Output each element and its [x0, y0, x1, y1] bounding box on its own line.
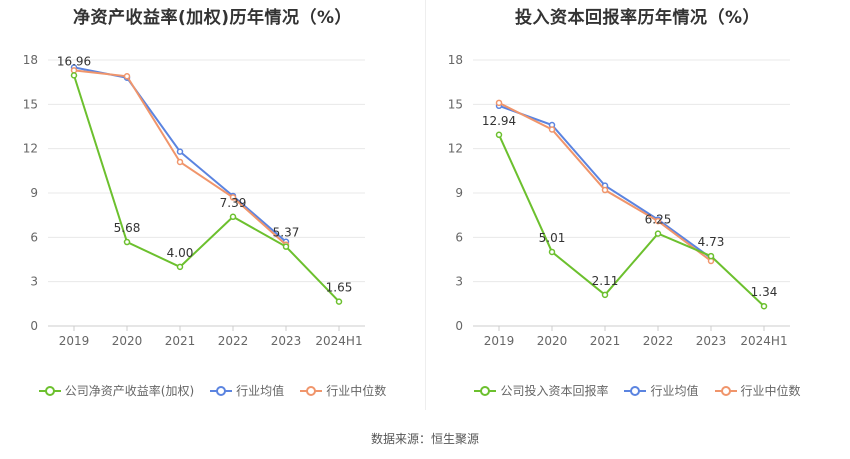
- series-line-company: [73, 75, 340, 303]
- y-tick-label: 0: [30, 319, 38, 333]
- data-point-company[interactable]: [495, 131, 503, 139]
- legend-label: 行业均值: [650, 384, 699, 398]
- data-label: 7.39: [220, 196, 247, 210]
- y-tick-label: 18: [448, 53, 463, 67]
- data-label: 2.11: [592, 274, 619, 288]
- x-tick-label: 2022: [218, 334, 249, 348]
- data-label: 1.34: [751, 285, 778, 299]
- roe-chart-legend: 公司净资产收益率(加权) 行业均值 行业中位数: [0, 382, 425, 399]
- legend-item-industry-median[interactable]: 行业中位数: [300, 382, 386, 399]
- data-point-company[interactable]: [601, 291, 609, 299]
- data-label: 5.37: [273, 226, 300, 240]
- data-source-note: 数据来源：恒生聚源: [370, 432, 479, 446]
- legend-swatch-company-icon: [474, 385, 497, 396]
- series-line-company: [498, 134, 765, 307]
- data-point-company[interactable]: [229, 213, 237, 221]
- legend-label: 行业中位数: [740, 384, 801, 398]
- y-tick-label: 3: [455, 275, 463, 289]
- legend-swatch-median-icon: [300, 385, 323, 396]
- panel-divider: [425, 0, 426, 410]
- y-tick-label: 9: [30, 186, 38, 200]
- y-tick-label: 3: [30, 275, 38, 289]
- x-tick-label: 2021: [590, 334, 621, 348]
- data-point-company[interactable]: [760, 302, 768, 310]
- data-point-company[interactable]: [282, 243, 290, 250]
- data-label: 4.73: [698, 235, 725, 249]
- x-tick-label: 2019: [484, 334, 515, 348]
- legend-item-industry-mean[interactable]: 行业均值: [624, 382, 699, 399]
- x-tick-label: 2020: [537, 334, 568, 348]
- data-point-industry-median[interactable]: [601, 186, 609, 194]
- data-point-industry-median[interactable]: [229, 194, 237, 201]
- data-point-company[interactable]: [123, 238, 131, 246]
- legend-item-company-roe[interactable]: 公司净资产收益率(加权): [38, 382, 195, 399]
- roic-chart-title: 投入资本回报率历年情况（%）: [514, 8, 761, 28]
- y-tick-label: 12: [448, 142, 463, 156]
- data-point-industry-median[interactable]: [176, 158, 184, 166]
- roic-chart-plot: 0 3 6 9 12 15 18 2019 2020 2021 2022 2023 2024H1 12.9…: [448, 53, 790, 348]
- series-line-industry-median: [73, 69, 287, 246]
- legend-item-company-roic[interactable]: 公司投入资本回报率: [474, 382, 608, 399]
- roe-chart-title: 净资产收益率(加权)历年情况（%）: [72, 8, 353, 28]
- data-label: 12.94: [482, 114, 516, 128]
- x-tick-label: 2024H1: [740, 334, 787, 348]
- data-point-company[interactable]: [548, 248, 556, 256]
- data-label: 6.25: [645, 213, 672, 227]
- y-tick-label: 12: [23, 142, 38, 156]
- roic-chart-legend: 公司投入资本回报率 行业均值 行业中位数: [425, 382, 850, 399]
- data-point-industry-median[interactable]: [123, 73, 131, 80]
- x-tick-label: 2019: [59, 334, 90, 348]
- x-tick-label: 2021: [165, 334, 196, 348]
- x-tick-label: 2022: [643, 334, 674, 348]
- legend-label: 公司净资产收益率(加权): [64, 384, 195, 398]
- legend-item-industry-mean[interactable]: 行业均值: [210, 382, 284, 399]
- x-tick-label: 2020: [112, 334, 143, 348]
- data-point-company[interactable]: [70, 72, 78, 79]
- legend-swatch-mean-icon: [210, 385, 233, 396]
- data-point-industry-median[interactable]: [495, 99, 503, 107]
- x-tick-label: 2024H1: [315, 334, 362, 348]
- data-point-company[interactable]: [654, 230, 662, 237]
- legend-label: 行业均值: [236, 384, 285, 398]
- x-tick-label: 2023: [271, 334, 302, 348]
- legend-item-industry-median[interactable]: 行业中位数: [714, 382, 801, 399]
- legend-swatch-company-icon: [38, 385, 61, 396]
- data-point-industry-median[interactable]: [654, 217, 662, 225]
- data-point-company[interactable]: [176, 263, 184, 271]
- y-tick-label: 9: [455, 186, 463, 200]
- y-tick-label: 15: [448, 97, 463, 111]
- legend-label: 行业中位数: [326, 384, 387, 398]
- y-tick-label: 0: [455, 319, 463, 333]
- data-label: 5.01: [539, 231, 566, 245]
- y-tick-label: 6: [30, 230, 38, 244]
- roe-chart-panel: 净资产收益率(加权)历年情况（%） 0 3 6 9 12 15 18 2019 2020 2021…: [0, 0, 425, 410]
- data-label: 5.68: [114, 221, 141, 235]
- data-point-company[interactable]: [335, 298, 343, 305]
- legend-swatch-mean-icon: [624, 385, 647, 396]
- data-label: 16.96: [57, 54, 91, 68]
- series-line-industry-mean: [498, 104, 712, 259]
- data-point-industry-median[interactable]: [548, 126, 556, 133]
- data-point-company[interactable]: [707, 252, 715, 260]
- data-point-industry-median[interactable]: [70, 67, 78, 74]
- data-label: 1.65: [326, 281, 353, 295]
- roic-chart-panel: 投入资本回报率历年情况（%） 0 3 6 9 12 15 18 2019 2020 2021 202…: [425, 0, 850, 410]
- roe-chart-plot: 0 3 6 9 12 15 18 2019 2020 2021 2022 2023 2024H1 16.9…: [23, 53, 365, 348]
- data-label: 4.00: [167, 246, 194, 260]
- data-point-industry-mean[interactable]: [176, 148, 184, 155]
- y-tick-label: 6: [455, 230, 463, 244]
- y-tick-label: 15: [23, 97, 38, 111]
- legend-label: 公司投入资本回报率: [500, 384, 609, 398]
- legend-swatch-median-icon: [714, 385, 737, 396]
- y-tick-label: 18: [23, 53, 38, 67]
- x-tick-label: 2023: [696, 334, 727, 348]
